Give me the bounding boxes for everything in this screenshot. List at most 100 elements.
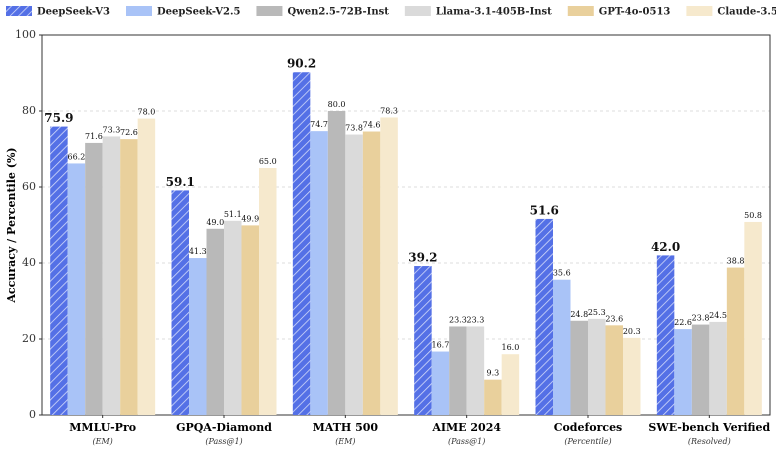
value-label: 80.0 bbox=[328, 100, 346, 109]
value-label: 59.1 bbox=[166, 175, 195, 189]
bar bbox=[102, 136, 121, 415]
value-label: 90.2 bbox=[287, 57, 316, 71]
bar bbox=[484, 379, 502, 415]
x-tick-sublabel: (Resolved) bbox=[688, 437, 731, 446]
bar bbox=[171, 190, 189, 415]
value-label: 73.3 bbox=[103, 125, 121, 134]
value-label: 78.3 bbox=[380, 106, 398, 115]
value-label: 74.7 bbox=[310, 120, 328, 129]
bar bbox=[501, 354, 520, 415]
legend-swatch bbox=[6, 6, 32, 16]
legend-swatch bbox=[686, 6, 713, 16]
value-label: 20.3 bbox=[623, 327, 641, 336]
bar bbox=[292, 72, 311, 416]
y-tick-label: 60 bbox=[22, 180, 36, 193]
bar bbox=[449, 326, 467, 415]
bar bbox=[466, 326, 485, 415]
x-tick-sublabel: (Percentile) bbox=[564, 437, 611, 446]
bar bbox=[691, 324, 710, 415]
x-tick-sublabel: (Pass@1) bbox=[205, 437, 242, 446]
bar bbox=[588, 318, 606, 415]
bar bbox=[189, 258, 207, 415]
value-label: 73.8 bbox=[345, 124, 363, 133]
legend-swatch bbox=[404, 6, 431, 16]
y-tick-label: 40 bbox=[22, 256, 36, 269]
value-label: 39.2 bbox=[408, 251, 437, 265]
y-tick-label: 80 bbox=[22, 104, 36, 117]
x-tick-label: GPQA-Diamond bbox=[176, 421, 272, 434]
legend-label: Claude-3.5-Sonnet-1022 bbox=[717, 7, 776, 18]
value-label: 42.0 bbox=[651, 240, 680, 254]
value-label: 75.9 bbox=[44, 111, 73, 125]
value-label: 23.6 bbox=[605, 314, 623, 323]
legend-swatch bbox=[567, 6, 594, 16]
legend-label: Llama-3.1-405B-Inst bbox=[436, 7, 552, 18]
value-label: 23.8 bbox=[692, 314, 710, 323]
y-axis-label: Accuracy / Percentile (%) bbox=[5, 147, 18, 303]
x-tick-sublabel: (Pass@1) bbox=[448, 437, 485, 446]
value-label: 49.0 bbox=[206, 218, 224, 227]
value-label: 51.1 bbox=[224, 210, 242, 219]
value-label: 66.2 bbox=[68, 152, 86, 161]
bar bbox=[345, 134, 363, 415]
value-label: 38.8 bbox=[727, 257, 745, 266]
x-tick-sublabel: (EM) bbox=[335, 437, 355, 446]
value-label: 9.3 bbox=[487, 369, 500, 378]
bar bbox=[674, 329, 692, 415]
bar bbox=[259, 168, 277, 415]
value-label: 72.6 bbox=[120, 128, 138, 137]
value-label: 22.6 bbox=[674, 318, 692, 327]
bar bbox=[85, 142, 103, 416]
x-tick-label: SWE-bench Verified bbox=[648, 421, 770, 434]
value-label: 78.0 bbox=[138, 108, 156, 117]
y-tick-label: 20 bbox=[22, 332, 36, 345]
value-label: 35.6 bbox=[553, 269, 571, 278]
bar bbox=[726, 267, 745, 415]
legend-label: Qwen2.5-72B-Inst bbox=[287, 7, 389, 18]
bar bbox=[206, 228, 224, 415]
bar bbox=[553, 279, 571, 415]
bar bbox=[380, 117, 398, 416]
value-label: 50.8 bbox=[744, 211, 762, 220]
value-label: 74.6 bbox=[363, 121, 381, 130]
value-label: 24.8 bbox=[570, 310, 588, 319]
value-label: 16.0 bbox=[502, 343, 520, 352]
y-tick-label: 100 bbox=[15, 28, 36, 41]
value-label: 51.6 bbox=[530, 203, 559, 217]
bar bbox=[241, 225, 259, 415]
value-label: 23.3 bbox=[449, 315, 467, 324]
legend-swatch bbox=[256, 6, 283, 16]
bar bbox=[362, 131, 381, 415]
value-label: 23.3 bbox=[467, 315, 485, 324]
value-label: 16.7 bbox=[432, 341, 450, 350]
bar bbox=[67, 163, 86, 415]
bar bbox=[656, 255, 675, 415]
bar bbox=[623, 337, 641, 415]
bar bbox=[535, 218, 553, 415]
bar bbox=[709, 321, 727, 415]
bar bbox=[224, 220, 242, 415]
legend-label: GPT-4o-0513 bbox=[599, 7, 671, 18]
bar bbox=[570, 320, 588, 415]
value-label: 49.9 bbox=[241, 214, 259, 223]
value-label: 41.3 bbox=[189, 247, 207, 256]
legend-swatch bbox=[126, 6, 152, 16]
x-tick-label: Codeforces bbox=[554, 421, 623, 434]
value-label: 25.3 bbox=[588, 308, 606, 317]
x-tick-label: AIME 2024 bbox=[431, 421, 501, 434]
bar bbox=[431, 351, 450, 415]
legend-label: DeepSeek-V3 bbox=[37, 7, 110, 18]
y-tick-label: 0 bbox=[29, 408, 36, 421]
bar bbox=[137, 118, 156, 415]
bar bbox=[744, 221, 762, 415]
bar bbox=[414, 266, 432, 415]
value-label: 24.5 bbox=[709, 311, 727, 320]
plot-frame bbox=[41, 34, 771, 416]
value-label: 65.0 bbox=[259, 157, 277, 166]
bar bbox=[50, 126, 68, 415]
bar bbox=[120, 139, 138, 415]
x-tick-label: MATH 500 bbox=[313, 421, 379, 434]
bar bbox=[310, 131, 328, 415]
x-tick-label: MMLU-Pro bbox=[69, 421, 136, 434]
